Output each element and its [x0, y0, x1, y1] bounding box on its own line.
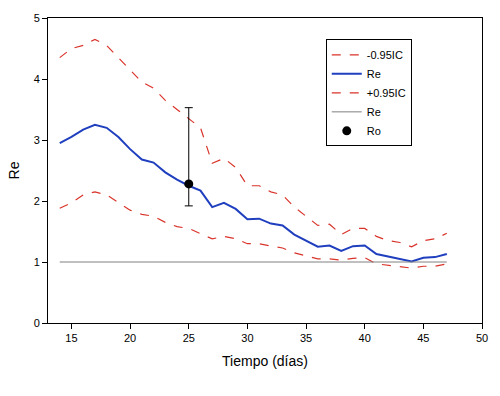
- svg-text:2: 2: [34, 195, 40, 207]
- svg-text:Tiempo (días): Tiempo (días): [222, 353, 308, 369]
- svg-text:45: 45: [417, 332, 429, 344]
- svg-text:1: 1: [34, 256, 40, 268]
- svg-text:4: 4: [34, 73, 40, 85]
- svg-text:Ro: Ro: [367, 125, 381, 137]
- svg-text:-0.95IC: -0.95IC: [367, 49, 403, 61]
- svg-text:20: 20: [124, 332, 136, 344]
- svg-text:+0.95IC: +0.95IC: [367, 87, 406, 99]
- svg-text:30: 30: [241, 332, 253, 344]
- svg-text:15: 15: [65, 332, 77, 344]
- svg-text:5: 5: [34, 12, 40, 24]
- svg-text:0: 0: [34, 317, 40, 329]
- svg-text:Re: Re: [367, 68, 381, 80]
- svg-text:Re: Re: [367, 106, 381, 118]
- svg-text:50: 50: [476, 332, 488, 344]
- svg-text:25: 25: [183, 332, 195, 344]
- svg-text:3: 3: [34, 134, 40, 146]
- svg-text:35: 35: [300, 332, 312, 344]
- svg-text:Re: Re: [6, 161, 22, 179]
- svg-text:40: 40: [359, 332, 371, 344]
